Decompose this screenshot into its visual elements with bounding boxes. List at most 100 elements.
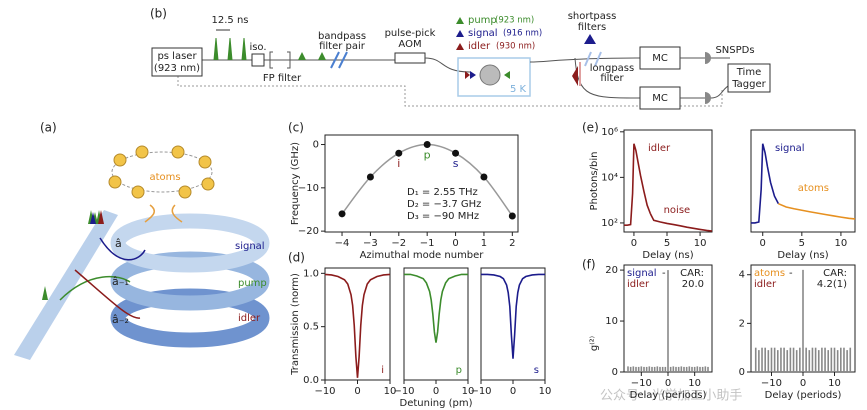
idler-pulse: [572, 66, 578, 86]
panel-tag: p: [456, 365, 462, 376]
axes-frame: [324, 267, 391, 381]
pump-arrow: [59, 275, 131, 301]
point-label: p: [424, 149, 431, 162]
field-label: pump: [238, 278, 267, 289]
axes-frame: [750, 129, 856, 233]
parameter-text: D₃ = −90 MHz: [407, 211, 479, 222]
fiber: [680, 57, 705, 99]
x-tick-label: −10: [761, 378, 782, 389]
bar: [776, 350, 779, 372]
x-axis-label: Delay (ns): [642, 250, 693, 261]
watermark: 公众号 · 光学加工小助手: [600, 388, 742, 404]
x-tick-label: −3: [363, 238, 378, 249]
bar: [758, 350, 760, 372]
y-tick-label: 10⁴: [601, 172, 618, 183]
pump-pulse: [504, 71, 510, 79]
signal-pulse: [584, 34, 596, 44]
waveguide: [14, 210, 118, 360]
x-tick-label: 10: [688, 378, 701, 389]
car-text: 4.2(1): [817, 279, 847, 290]
legend-label: pump: [468, 15, 497, 26]
bar: [696, 366, 699, 372]
bar: [632, 366, 635, 372]
y-axis-label: Frequency (GHz): [290, 142, 301, 225]
bar: [635, 366, 637, 372]
atoms-group: [108, 145, 215, 199]
bar: [754, 347, 757, 372]
bar: [846, 350, 848, 372]
x-axis-label: Delay (periods): [630, 390, 707, 401]
y-tick-label: 20: [605, 265, 618, 276]
bar: [629, 366, 632, 372]
longpass-label: longpass: [590, 63, 634, 74]
snspd-label: SNSPDs: [715, 45, 754, 56]
snspd: [705, 52, 711, 104]
point: [508, 212, 516, 220]
y-tick-label: 10: [605, 316, 618, 327]
ring-diagram: atoms â â₋₁ â₋₂ signal pump idler: [14, 145, 270, 360]
bar: [672, 366, 675, 372]
x-tick-label: 10: [384, 386, 397, 397]
pump-pulse: [298, 52, 326, 60]
atom: [201, 177, 215, 191]
series-label: idler: [648, 143, 671, 154]
idler-arrow: [74, 269, 141, 319]
panel-tag: s: [534, 365, 539, 376]
y-tick-label: −10: [298, 183, 319, 194]
signal-pulse: [90, 212, 96, 224]
field-label: signal: [235, 241, 265, 252]
point: [452, 149, 460, 157]
bar: [643, 366, 645, 372]
microring: [479, 64, 501, 86]
mc-label: MC: [652, 93, 668, 104]
pair-label: idler: [627, 279, 650, 290]
bar: [802, 269, 804, 372]
bar: [792, 347, 795, 372]
atom-coupling: [144, 204, 183, 223]
signal-pulse: [470, 71, 476, 79]
series-line: [649, 213, 713, 232]
bar: [770, 347, 773, 372]
pair-label: signal: [627, 268, 657, 279]
atom-ring: [111, 151, 213, 193]
x-tick-label: 2: [509, 238, 515, 249]
longpass-label: filter: [600, 73, 624, 84]
pair-joiner: -: [789, 268, 793, 279]
point: [480, 173, 488, 181]
bar: [811, 347, 814, 372]
isolator: [251, 53, 265, 67]
legend-marker: [456, 43, 464, 50]
atom: [135, 145, 149, 159]
parameter-text: D₁ = 2.55 THz: [407, 187, 478, 198]
x-tick-label: 10: [828, 378, 841, 389]
cable: [710, 57, 731, 99]
mode-label: â₋₁: [112, 275, 129, 288]
y-tick-label: 1.0: [303, 268, 319, 279]
series-line: [751, 143, 780, 224]
bar: [821, 347, 823, 372]
atom: [178, 185, 192, 199]
atom: [171, 145, 185, 159]
series-line: [404, 273, 468, 343]
point: [338, 210, 346, 218]
bar: [843, 347, 845, 372]
tagger-box: [727, 63, 771, 93]
atoms-label: atoms: [149, 172, 180, 183]
pair-label: idler: [754, 279, 777, 290]
bar: [767, 350, 770, 372]
bar: [836, 350, 839, 372]
series-line: [324, 273, 391, 378]
x-tick-label: 5: [664, 238, 670, 249]
bar: [677, 366, 680, 372]
panel-label: (a): [40, 121, 57, 135]
ring-mode: [110, 213, 270, 273]
bar: [656, 366, 659, 372]
bar: [707, 366, 709, 372]
bar: [773, 347, 776, 372]
fiber: [424, 57, 471, 73]
parameter-text: D₂ = −3.7 GHz: [407, 199, 481, 210]
series-line: [481, 273, 545, 359]
y-axis-label: Transmission (norm): [290, 273, 301, 376]
x-tick-label: 10: [694, 238, 707, 249]
point: [366, 173, 374, 181]
